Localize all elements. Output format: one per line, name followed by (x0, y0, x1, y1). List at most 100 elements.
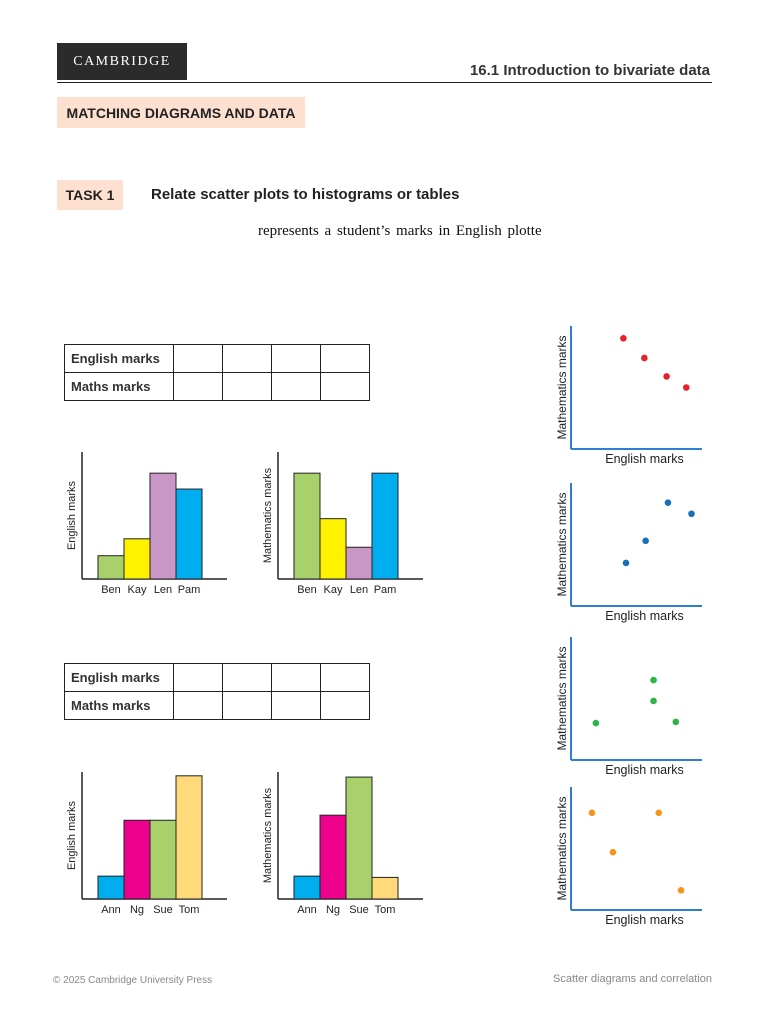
bar (149, 472, 177, 580)
data-point (641, 354, 648, 362)
y-axis-label: Mathematics marks (555, 646, 569, 750)
x-tick-label: Ng (326, 904, 340, 916)
x-tick-label: Ann (297, 904, 317, 916)
data-point (664, 499, 672, 506)
bar (123, 538, 151, 580)
answer-cell[interactable] (271, 691, 321, 720)
y-axis-label: Mathematics marks (555, 335, 569, 439)
row-label: English marks (64, 663, 174, 692)
table-row: Maths marks (64, 372, 370, 401)
answer-cell[interactable] (173, 344, 223, 373)
cambridge-logo: CAMBRIDGE (57, 43, 187, 80)
y-axis-label: Mathematics marks (262, 787, 274, 883)
x-tick-label: Kay (324, 584, 343, 596)
answer-cell[interactable] (271, 372, 321, 401)
marks-table-1: English marks Maths marks (64, 344, 370, 401)
answer-cell[interactable] (222, 691, 272, 720)
data-point (688, 510, 695, 518)
bar (293, 472, 321, 580)
x-tick-label: Tom (375, 904, 396, 916)
answer-cell[interactable] (222, 344, 272, 373)
data-point (672, 718, 680, 726)
y-axis-label: English marks (66, 800, 78, 870)
x-tick-label: Pam (178, 584, 201, 596)
x-tick-label: Pam (374, 584, 397, 596)
footer-topic: Scatter diagrams and correlation (553, 973, 712, 985)
x-axis-label: English marks (605, 609, 684, 623)
bar (175, 775, 203, 900)
task-title: Relate scatter plots to histograms or ta… (151, 186, 460, 203)
bar (345, 546, 373, 580)
x-axis-label: English marks (605, 763, 684, 777)
x-tick-label: Sue (153, 904, 173, 916)
x-tick-label: Ann (101, 904, 121, 916)
section-title: 16.1 Introduction to bivariate data (469, 62, 710, 79)
x-tick-label: Kay (128, 584, 147, 596)
x-axis-label: English marks (605, 913, 684, 927)
scatter-plot-2: Mathematics marks English marks (555, 483, 702, 623)
task-tag: TASK 1 (57, 180, 123, 210)
bar-chart-english-1: English marks Ben Kay Len Pam (66, 452, 227, 596)
x-tick-label: Len (350, 584, 368, 596)
x-tick-label: Ng (130, 904, 144, 916)
bar (345, 776, 373, 900)
bar (293, 875, 321, 900)
data-point (620, 335, 627, 342)
task-sentence: represents a student’s marks in English … (258, 223, 542, 239)
footer-copyright: © 2025 Cambridge University Press (53, 975, 213, 986)
x-tick-label: Ben (101, 584, 121, 596)
data-point (642, 537, 649, 545)
data-point (663, 373, 670, 380)
x-tick-label: Len (154, 584, 172, 596)
answer-cell[interactable] (320, 372, 370, 401)
marks-table-2: English marks Maths marks (64, 663, 370, 720)
bar (97, 875, 125, 900)
bar (175, 488, 203, 580)
y-axis-label: Mathematics marks (555, 796, 569, 900)
bar (371, 876, 399, 900)
answer-cell[interactable] (222, 372, 272, 401)
answer-cell[interactable] (271, 663, 321, 692)
table-row: Maths marks (64, 691, 370, 720)
bar-chart-english-2: English marks Ann Ng Sue Tom (66, 772, 227, 916)
bar-chart-maths-2: Mathematics marks Ann Ng Sue Tom (262, 772, 423, 916)
bar (319, 814, 347, 900)
answer-cell[interactable] (320, 691, 370, 720)
scatter-plot-1: Mathematics marks English marks (555, 326, 702, 466)
table-row: English marks (64, 344, 370, 373)
answer-cell[interactable] (222, 663, 272, 692)
section-heading: MATCHING DIAGRAMS AND DATA (57, 97, 305, 128)
row-label: Maths marks (64, 372, 174, 401)
data-point (650, 697, 657, 705)
header-rule (57, 82, 712, 83)
y-axis-label: Mathematics marks (262, 467, 274, 563)
data-point (588, 809, 596, 817)
data-point (650, 676, 657, 684)
answer-cell[interactable] (271, 344, 321, 373)
bar (123, 819, 151, 900)
x-tick-label: Tom (179, 904, 200, 916)
bar (149, 819, 177, 900)
answer-cell[interactable] (173, 691, 223, 720)
answer-cell[interactable] (320, 344, 370, 373)
bar (97, 555, 125, 580)
data-point (592, 719, 600, 727)
bar (319, 518, 347, 580)
answer-cell[interactable] (320, 663, 370, 692)
table-row: English marks (64, 663, 370, 692)
answer-cell[interactable] (173, 372, 223, 401)
x-tick-label: Ben (297, 584, 317, 596)
data-point (622, 559, 630, 567)
data-point (677, 887, 685, 894)
data-point (682, 384, 690, 391)
data-point (609, 848, 617, 856)
row-label: Maths marks (64, 691, 174, 720)
answer-cell[interactable] (173, 663, 223, 692)
scatter-plot-4: Mathematics marks English marks (555, 787, 702, 927)
x-tick-label: Sue (349, 904, 369, 916)
y-axis-label: English marks (66, 480, 78, 550)
bar (371, 472, 399, 580)
y-axis-label: Mathematics marks (555, 492, 569, 596)
x-axis-label: English marks (605, 452, 684, 466)
bar-chart-maths-1: Mathematics marks Ben Kay Len Pam (262, 452, 423, 596)
